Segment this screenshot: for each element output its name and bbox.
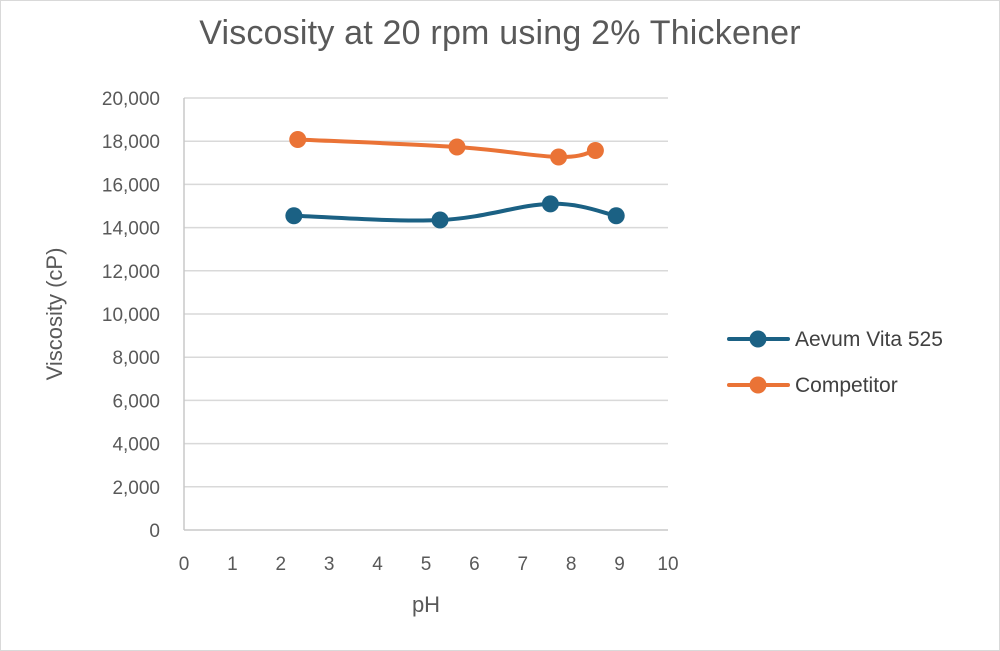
y-tick-label: 4,000 bbox=[112, 435, 160, 456]
data-point-marker bbox=[541, 195, 559, 213]
x-tick-label: 3 bbox=[324, 554, 335, 575]
data-point-marker bbox=[607, 207, 625, 225]
x-tick-label: 5 bbox=[421, 554, 432, 575]
legend-marker-icon bbox=[749, 376, 767, 394]
y-tick-label: 8,000 bbox=[112, 348, 160, 369]
y-axis-title: Viscosity (cP) bbox=[42, 248, 67, 381]
chart-title: Viscosity at 20 rpm using 2% Thickener bbox=[199, 14, 801, 52]
y-axis-ticks: 0 2,000 4,000 6,000 8,000 10,000 12,000 14,000 1… bbox=[102, 89, 160, 542]
y-tick-label: 2,000 bbox=[112, 478, 160, 499]
series-line bbox=[295, 137, 598, 159]
x-tick-label: 0 bbox=[179, 554, 190, 575]
data-point-marker bbox=[448, 138, 466, 156]
y-tick-label: 16,000 bbox=[102, 175, 160, 196]
y-tick-label: 20,000 bbox=[102, 89, 160, 110]
series-lines bbox=[285, 130, 625, 229]
legend-item: Aevum Vita 525 bbox=[727, 328, 943, 351]
x-tick-label: 10 bbox=[657, 554, 678, 575]
y-tick-label: 12,000 bbox=[102, 262, 160, 283]
data-point-marker bbox=[586, 141, 604, 159]
y-tick-label: 0 bbox=[149, 521, 160, 542]
x-axis-title: pH bbox=[412, 592, 440, 617]
x-tick-label: 6 bbox=[469, 554, 480, 575]
y-tick-label: 18,000 bbox=[102, 132, 160, 153]
legend-item: Competitor bbox=[727, 374, 898, 397]
legend-label: Aevum Vita 525 bbox=[795, 328, 943, 351]
x-tick-label: 9 bbox=[614, 554, 625, 575]
series-line bbox=[291, 201, 619, 223]
gridlines bbox=[184, 97, 668, 488]
legend-marker-icon bbox=[749, 330, 767, 348]
y-tick-label: 10,000 bbox=[102, 305, 160, 326]
data-point-marker bbox=[285, 207, 303, 225]
x-tick-label: 7 bbox=[518, 554, 529, 575]
x-tick-label: 1 bbox=[227, 554, 238, 575]
x-tick-label: 4 bbox=[372, 554, 383, 575]
y-tick-label: 14,000 bbox=[102, 219, 160, 240]
series-competitor bbox=[289, 130, 604, 166]
y-tick-label: 6,000 bbox=[112, 391, 160, 412]
x-tick-label: 8 bbox=[566, 554, 577, 575]
series-aevum-vita-525 bbox=[285, 195, 625, 229]
data-point-marker bbox=[431, 211, 449, 229]
data-point-marker bbox=[550, 148, 568, 166]
legend-label: Competitor bbox=[795, 374, 898, 397]
data-point-marker bbox=[289, 130, 307, 148]
x-tick-label: 2 bbox=[276, 554, 287, 575]
legend: Aevum Vita 525 Competitor bbox=[727, 328, 943, 397]
x-axis-ticks: 0 1 2 3 4 5 6 7 8 9 10 bbox=[179, 554, 679, 575]
